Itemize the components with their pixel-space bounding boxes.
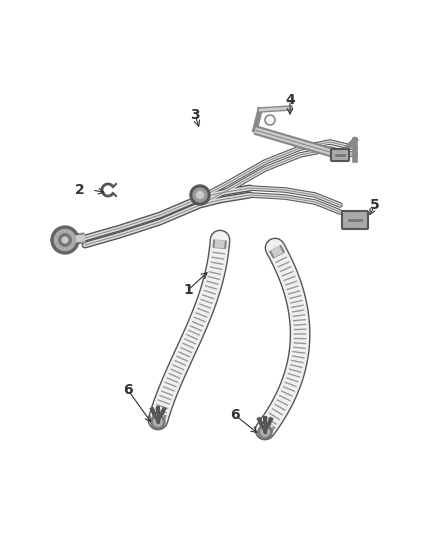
Circle shape <box>51 226 79 254</box>
Circle shape <box>261 427 269 437</box>
Circle shape <box>265 115 275 125</box>
Circle shape <box>153 417 162 426</box>
Circle shape <box>59 233 71 246</box>
Circle shape <box>62 237 68 243</box>
Text: 1: 1 <box>183 283 193 297</box>
FancyBboxPatch shape <box>342 211 368 229</box>
Text: 2: 2 <box>75 183 85 197</box>
Text: 6: 6 <box>230 408 240 422</box>
FancyBboxPatch shape <box>331 149 349 161</box>
Text: 4: 4 <box>285 93 295 107</box>
Text: 6: 6 <box>123 383 133 397</box>
Circle shape <box>151 415 165 429</box>
Text: 5: 5 <box>370 198 380 212</box>
Circle shape <box>258 425 272 439</box>
Text: 3: 3 <box>190 108 200 122</box>
Circle shape <box>193 188 207 202</box>
Circle shape <box>54 230 75 251</box>
Circle shape <box>190 185 210 205</box>
Circle shape <box>197 191 204 198</box>
